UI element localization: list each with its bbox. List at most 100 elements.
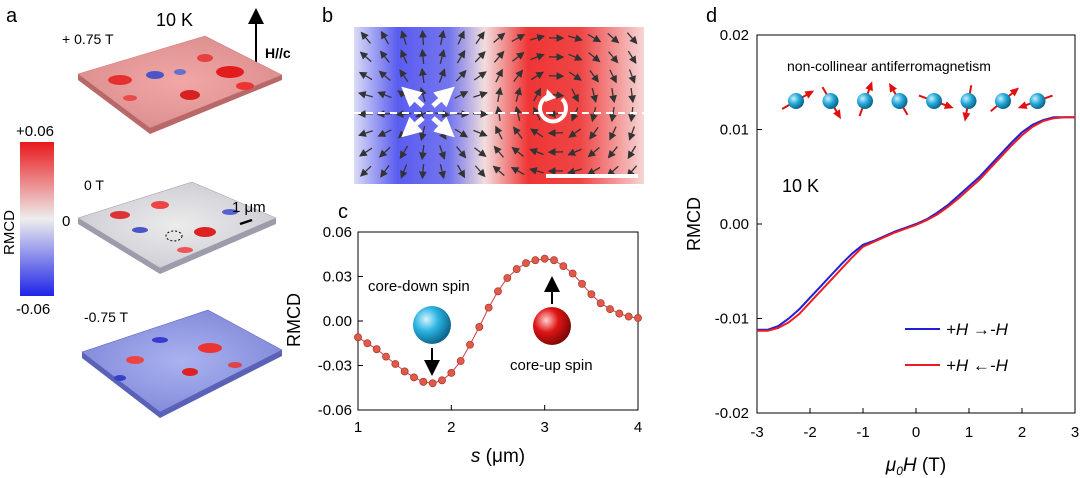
vector-arrow-9 — [530, 34, 546, 42]
plot-c-xtick-label-0: 1 — [354, 419, 362, 436]
plot-d-series-line-0 — [757, 116, 1075, 331]
afm-spin-head-1 — [833, 109, 841, 120]
plot-d-xlabel: μ0H (T) — [885, 455, 946, 478]
plot-c-point-7 — [419, 377, 428, 386]
vector-arrow-90 — [359, 147, 373, 157]
plot-c-point-11 — [456, 357, 465, 365]
panel-a-temperature: 10 K — [156, 10, 193, 30]
vector-arrow-17 — [400, 49, 408, 64]
vector-arrow-76 — [377, 129, 392, 137]
vector-arrow-18 — [419, 48, 427, 65]
vector-arrow-37 — [495, 68, 503, 83]
plot-c-point-14 — [484, 303, 493, 312]
vector-arrow-8 — [511, 33, 526, 42]
plot-c-point-19 — [531, 256, 540, 265]
legend-label-down-sweep: +H →-H — [946, 320, 1009, 339]
plot-c-point-24 — [578, 280, 586, 288]
vector-arrow-12 — [587, 33, 602, 43]
vector-arrow-91 — [378, 146, 391, 158]
vector-arrow-106 — [380, 164, 390, 178]
plot-c-point-25 — [587, 290, 596, 299]
vector-arrow-16 — [379, 50, 390, 63]
vector-arrow-86 — [568, 128, 582, 138]
vector-arrow-116 — [567, 167, 582, 175]
plot-c-point-17 — [512, 265, 521, 273]
vector-arrow-103 — [607, 146, 618, 159]
vector-arrow-24 — [530, 53, 545, 61]
vector-arrow-27 — [588, 52, 601, 63]
vector-arrow-89 — [628, 126, 636, 141]
plot-c-xlabel: s (μm) — [471, 446, 525, 467]
vector-arrow-31 — [378, 70, 391, 81]
vector-arrow-36 — [473, 71, 487, 81]
plot-c-ytick-label-1: -0.03 — [318, 358, 352, 375]
surface-label-minus-075: -0.75 T — [84, 309, 129, 325]
plot-c-point-10 — [447, 369, 456, 377]
vector-arrow-33 — [419, 67, 427, 84]
vortex-arrow — [538, 89, 568, 124]
afm-spin-head-4 — [943, 101, 954, 109]
vector-arrow-32 — [399, 69, 409, 83]
plot-c-point-20 — [540, 254, 549, 263]
afm-spin-atom-7 — [1029, 93, 1046, 109]
plot-d-ylabel: RMCD — [684, 197, 704, 251]
vector-arrow-29 — [627, 50, 637, 65]
vector-arrow-99 — [529, 148, 544, 156]
vector-arrow-46 — [377, 91, 392, 99]
plot-c-point-23 — [568, 269, 577, 278]
scale-bar-a — [239, 218, 253, 226]
plot-c-point-2 — [372, 345, 381, 354]
plot-d-xtick-label-2: -1 — [856, 424, 869, 441]
plot-c-point-30 — [634, 314, 642, 322]
vector-arrow-39 — [530, 71, 545, 81]
plot-d-ytick-label-1: -0.01 — [715, 311, 749, 328]
vector-arrow-50 — [454, 91, 469, 99]
vector-arrow-110 — [457, 164, 466, 179]
afm-spin-atom-3 — [891, 93, 908, 109]
afm-spin-head-2 — [865, 81, 873, 92]
legend-label-up-sweep: +H ←-H — [946, 356, 1009, 375]
colorbar-min: -0.06 — [16, 301, 50, 318]
annotation-core-up: core-up spin — [510, 357, 593, 374]
vector-arrow-112 — [492, 165, 505, 177]
field-direction-label: H//c — [265, 45, 291, 61]
vector-arrow-56 — [571, 88, 579, 103]
vector-arrow-51 — [473, 91, 488, 99]
vector-arrow-2 — [400, 30, 408, 45]
plot-c-xtick-label-3: 4 — [634, 419, 642, 436]
vector-arrow-78 — [419, 126, 427, 142]
vector-arrow-23 — [512, 51, 525, 62]
vector-arrow-58 — [609, 87, 617, 104]
vector-arrow-44 — [628, 69, 636, 84]
vector-arrow-101 — [567, 148, 582, 156]
vector-arrow-19 — [438, 48, 446, 64]
vector-arrow-41 — [568, 71, 582, 81]
plot-d-xtick-label-1: -2 — [803, 424, 816, 441]
vector-arrow-117 — [586, 166, 601, 176]
plot-c-point-15 — [494, 287, 502, 296]
vector-arrow-34 — [438, 68, 446, 83]
vector-arrow-84 — [530, 128, 544, 138]
vector-arrow-14 — [626, 32, 638, 45]
vector-arrow-42 — [589, 69, 599, 83]
panel-a-letter: a — [6, 5, 18, 27]
plot-c-point-18 — [522, 259, 530, 268]
vector-arrow-82 — [495, 125, 503, 140]
vector-arrow-38 — [513, 69, 524, 82]
afm-spin-atom-2 — [857, 93, 873, 109]
vector-arrow-57 — [590, 88, 598, 104]
annotation-core-down: core-down spin — [368, 278, 470, 295]
plot-c-ticks: 1 2 3 4 -0.06 -0.03 0.00 0.03 0.06 — [318, 224, 642, 436]
vector-arrow-108 — [419, 163, 427, 180]
plot-c-point-1 — [363, 339, 372, 348]
vector-arrow-109 — [438, 164, 446, 180]
vector-arrow-88 — [609, 126, 617, 141]
plot-d-series — [757, 116, 1075, 332]
plot-d-ticks: -3 -2 -1 0 1 2 3 -0.02 -0.01 0.00 0.01 0.02 — [715, 27, 1079, 441]
vector-arrow-13 — [607, 32, 620, 44]
plot-c-point-3 — [382, 352, 390, 361]
afm-spin-head-3 — [889, 82, 897, 93]
vector-arrow-7 — [493, 32, 506, 43]
afm-label: non-collinear antiferromagnetism — [787, 58, 991, 74]
